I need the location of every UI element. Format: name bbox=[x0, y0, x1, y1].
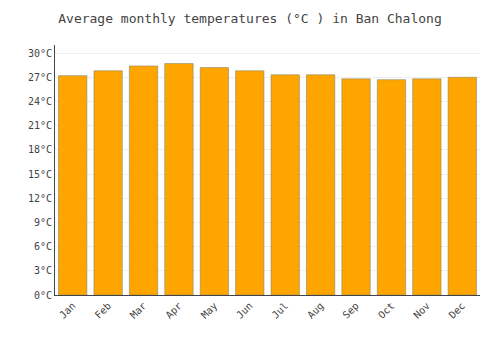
svg-text:9°C: 9°C bbox=[34, 217, 52, 228]
svg-text:Aug: Aug bbox=[305, 300, 326, 321]
svg-text:Apr: Apr bbox=[163, 300, 184, 321]
svg-text:18°C: 18°C bbox=[28, 144, 52, 155]
svg-text:15°C: 15°C bbox=[28, 169, 52, 180]
svg-text:May: May bbox=[199, 300, 220, 321]
svg-text:Feb: Feb bbox=[93, 300, 114, 321]
svg-text:Dec: Dec bbox=[447, 300, 468, 321]
svg-text:24°C: 24°C bbox=[28, 96, 52, 107]
svg-text:21°C: 21°C bbox=[28, 120, 52, 131]
svg-text:Mar: Mar bbox=[128, 300, 149, 321]
svg-text:30°C: 30°C bbox=[28, 48, 52, 59]
svg-text:Jan: Jan bbox=[57, 300, 78, 321]
svg-text:Average monthly temperatures (: Average monthly temperatures (°C ) in Ba… bbox=[58, 11, 442, 26]
svg-text:27°C: 27°C bbox=[28, 72, 52, 83]
svg-text:Sep: Sep bbox=[340, 300, 361, 321]
svg-text:3°C: 3°C bbox=[34, 265, 52, 276]
svg-text:6°C: 6°C bbox=[34, 241, 52, 252]
svg-text:Jun: Jun bbox=[234, 300, 255, 321]
svg-text:12°C: 12°C bbox=[28, 193, 52, 204]
svg-text:Nov: Nov bbox=[411, 300, 432, 321]
svg-text:Oct: Oct bbox=[376, 300, 397, 321]
svg-text:Jul: Jul bbox=[270, 300, 291, 321]
svg-text:0°C: 0°C bbox=[34, 290, 52, 301]
